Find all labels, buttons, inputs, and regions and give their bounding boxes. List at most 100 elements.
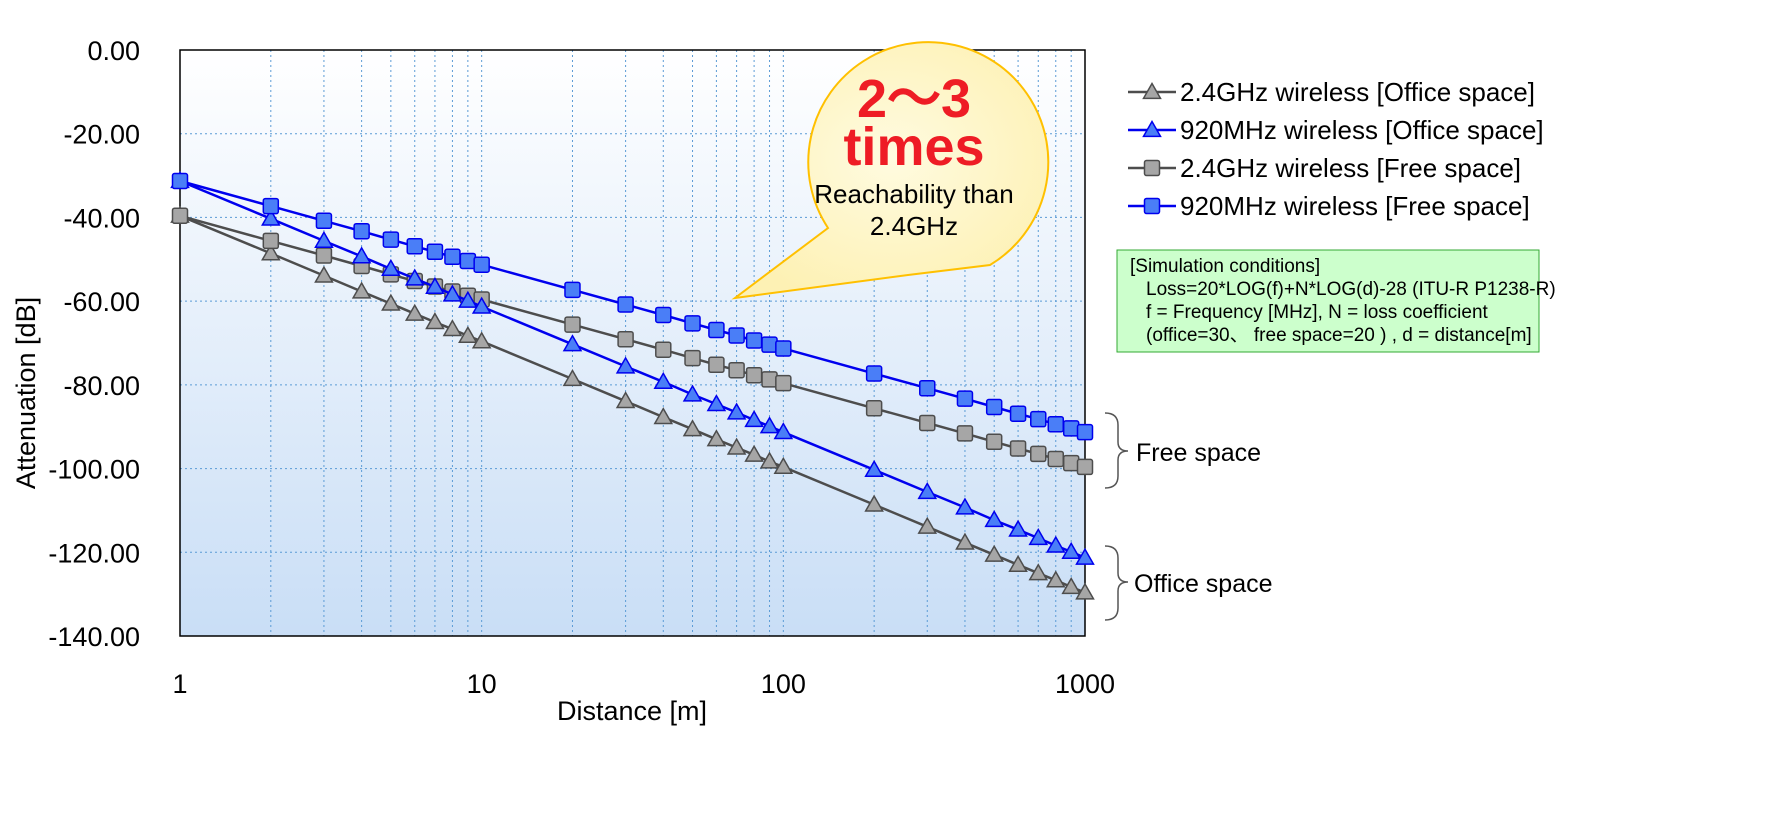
data-point bbox=[919, 379, 936, 397]
series-line bbox=[179, 179, 1086, 559]
data-point bbox=[775, 340, 792, 357]
y-tick-label: -40.00 bbox=[63, 203, 140, 233]
legend-label: 2.4GHz wireless [Free space] bbox=[1180, 153, 1521, 183]
series-2 bbox=[170, 171, 1095, 565]
data-point bbox=[262, 232, 280, 250]
data-point bbox=[1061, 577, 1081, 595]
data-point bbox=[444, 248, 461, 266]
data-point bbox=[314, 230, 334, 248]
data-point bbox=[562, 368, 583, 387]
data-point bbox=[682, 419, 703, 437]
callout-small-line1: Reachability than bbox=[814, 179, 1013, 209]
data-point bbox=[562, 334, 583, 352]
legend-marker bbox=[1142, 81, 1162, 100]
data-point bbox=[1009, 405, 1027, 422]
data-point bbox=[1028, 528, 1049, 546]
data-point bbox=[653, 407, 674, 425]
free-space-brace bbox=[1104, 412, 1129, 489]
data-point bbox=[1076, 423, 1094, 441]
data-point bbox=[984, 510, 1004, 528]
data-point bbox=[744, 444, 764, 462]
data-point bbox=[1008, 519, 1028, 537]
series-line bbox=[179, 179, 1086, 434]
legend-item: 2.4GHz wireless [Office space] bbox=[1128, 77, 1535, 107]
data-point bbox=[1047, 415, 1065, 433]
data-point bbox=[985, 398, 1003, 416]
data-point bbox=[1047, 450, 1065, 468]
data-point bbox=[615, 391, 636, 409]
callout-small-line2: 2.4GHz bbox=[870, 211, 958, 241]
office-space-brace bbox=[1104, 545, 1129, 621]
data-point bbox=[473, 256, 490, 273]
data-point bbox=[759, 451, 780, 469]
office-space-label: Office space bbox=[1134, 570, 1273, 598]
series-line bbox=[179, 214, 1086, 594]
data-point bbox=[261, 243, 281, 261]
callout-bubble: 2～3 times Reachability than 2.4GHz bbox=[731, 41, 1050, 300]
data-point bbox=[864, 459, 884, 477]
data-point bbox=[684, 315, 701, 332]
x-tick-label: 10 bbox=[467, 669, 497, 699]
legend-label: 920MHz wireless [Free space] bbox=[1180, 191, 1530, 221]
data-point bbox=[726, 437, 747, 455]
data-point bbox=[406, 238, 423, 255]
data-point bbox=[682, 384, 703, 402]
data-point bbox=[1075, 582, 1095, 600]
data-point bbox=[761, 371, 778, 388]
data-point bbox=[425, 276, 445, 295]
data-point bbox=[425, 312, 445, 330]
x-tick-label: 1 bbox=[172, 669, 187, 699]
data-point bbox=[471, 331, 492, 349]
data-point bbox=[351, 246, 372, 264]
callout-shape bbox=[731, 41, 1050, 300]
legend-marker bbox=[1143, 197, 1161, 215]
tick-labels: 0.00 -20.00 -40.00 -60.00 -80.00 -100.00 -120.… bbox=[48, 36, 1115, 699]
legend-label: 2.4GHz wireless [Office space] bbox=[1180, 77, 1535, 107]
data-point bbox=[865, 400, 883, 417]
y-tick-label: -20.00 bbox=[63, 120, 140, 150]
legend-marker bbox=[1142, 119, 1162, 138]
data-point bbox=[865, 365, 883, 382]
data-point bbox=[404, 303, 425, 321]
y-tick-label: -60.00 bbox=[63, 287, 140, 317]
data-point bbox=[1028, 563, 1049, 581]
data-point bbox=[171, 207, 189, 225]
data-point bbox=[917, 516, 938, 534]
legend-item: 920MHz wireless [Office space] bbox=[1128, 115, 1544, 145]
data-point bbox=[1076, 458, 1094, 476]
data-point bbox=[315, 212, 333, 230]
data-point bbox=[655, 306, 672, 324]
data-point bbox=[761, 336, 778, 353]
data-point bbox=[708, 321, 725, 339]
data-point bbox=[919, 414, 936, 432]
data-point bbox=[1009, 440, 1027, 457]
data-point bbox=[759, 416, 780, 434]
data-point bbox=[773, 422, 794, 440]
conditions-line-4: (office=30、 free space=20 ) , d = distan… bbox=[1146, 325, 1532, 346]
data-point bbox=[708, 356, 725, 374]
data-point bbox=[956, 425, 974, 442]
data-point bbox=[381, 258, 401, 277]
data-point bbox=[426, 243, 444, 261]
data-point bbox=[655, 341, 672, 358]
series-layer bbox=[170, 171, 1095, 600]
data-point bbox=[381, 293, 401, 311]
y-tick-label: -140.00 bbox=[48, 622, 140, 652]
data-point bbox=[1075, 547, 1095, 565]
data-point bbox=[985, 433, 1003, 451]
data-point bbox=[745, 332, 763, 349]
y-tick-label: -80.00 bbox=[63, 371, 140, 401]
data-point bbox=[314, 265, 334, 283]
data-point bbox=[1062, 454, 1080, 472]
data-point bbox=[261, 208, 281, 226]
data-point bbox=[1062, 420, 1080, 437]
conditions-line-3: f = Frequency [MHz], N = loss coefficien… bbox=[1146, 302, 1489, 323]
legend: 2.4GHz wireless [Office space] 920MHz wir… bbox=[1128, 77, 1544, 221]
data-point bbox=[315, 247, 333, 264]
data-point bbox=[864, 494, 884, 512]
data-point bbox=[351, 281, 372, 299]
data-point bbox=[564, 316, 581, 333]
legend-label: 920MHz wireless [Office space] bbox=[1180, 115, 1544, 145]
data-point bbox=[615, 356, 636, 374]
conditions-line-2: Loss=20*LOG(f)+N*LOG(d)-28 (ITU-R P1238-… bbox=[1146, 279, 1556, 300]
